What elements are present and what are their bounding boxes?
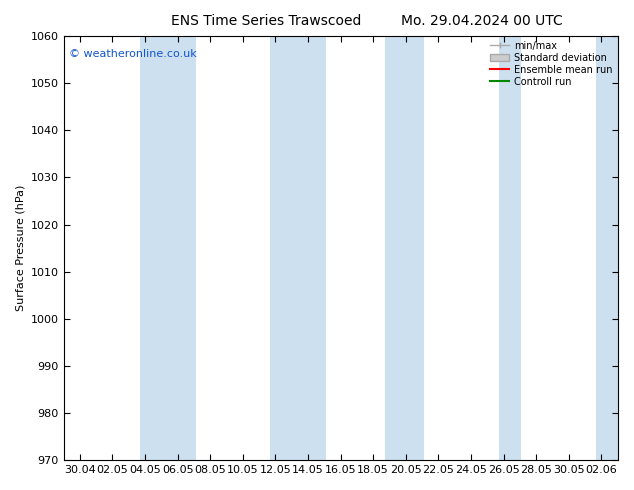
Bar	[498, 36, 521, 460]
Legend: min/max, Standard deviation, Ensemble mean run, Controll run: min/max, Standard deviation, Ensemble me…	[487, 38, 616, 90]
Bar	[271, 36, 326, 460]
Y-axis label: Surface Pressure (hPa): Surface Pressure (hPa)	[15, 185, 25, 311]
Text: © weatheronline.co.uk: © weatheronline.co.uk	[69, 49, 197, 59]
Text: ENS Time Series Trawscoed: ENS Time Series Trawscoed	[171, 14, 361, 28]
Bar	[597, 36, 619, 460]
Text: Mo. 29.04.2024 00 UTC: Mo. 29.04.2024 00 UTC	[401, 14, 563, 28]
Bar	[385, 36, 424, 460]
Bar	[140, 36, 195, 460]
